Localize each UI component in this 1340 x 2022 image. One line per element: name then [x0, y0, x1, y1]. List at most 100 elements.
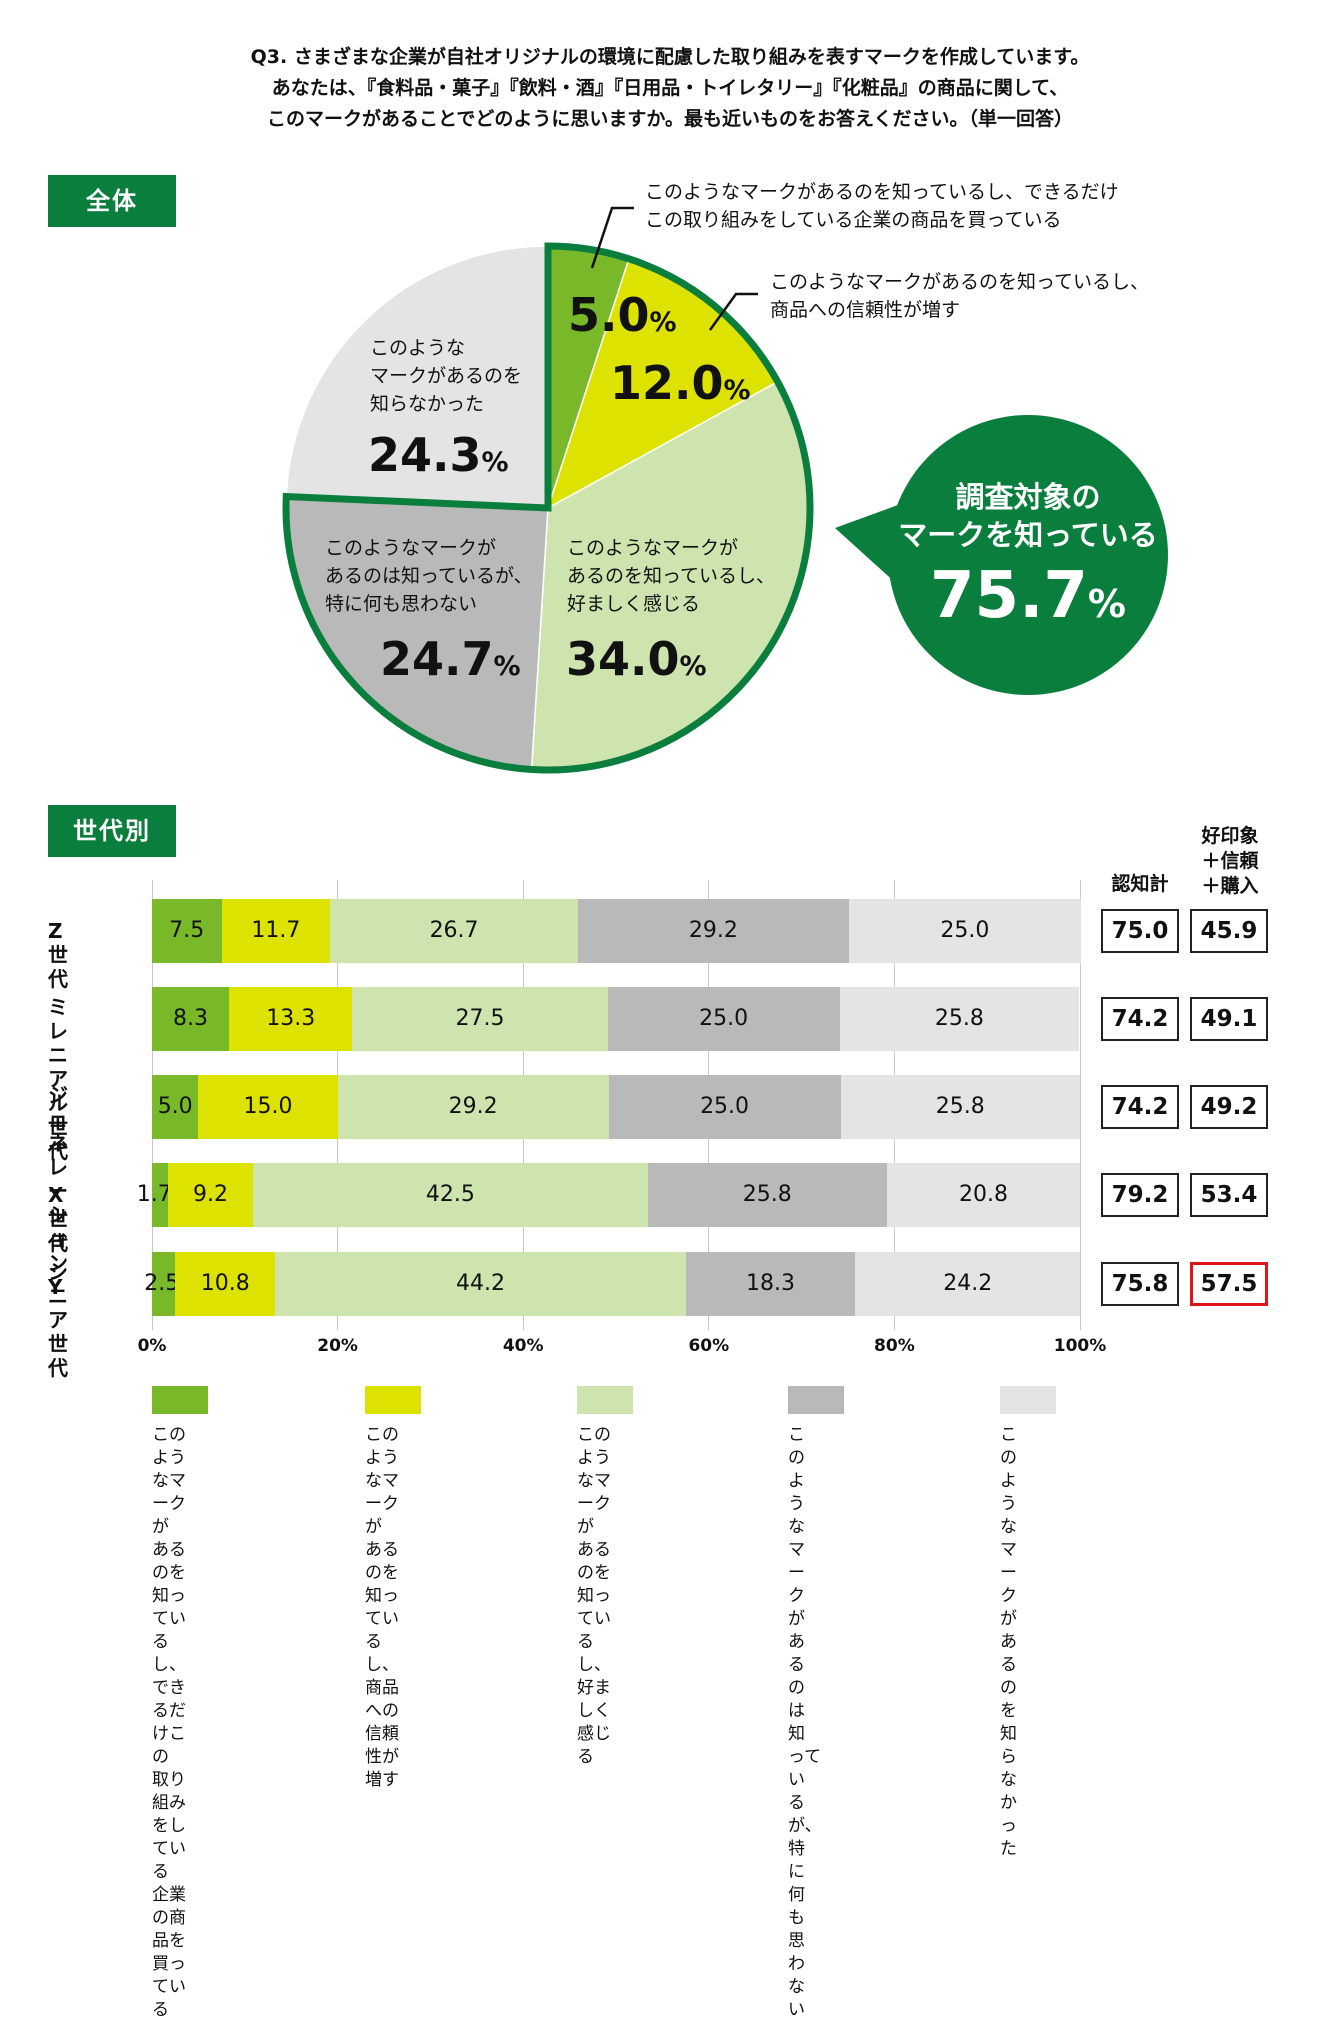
bar-segment-no-thought — [608, 1075, 841, 1139]
row-label: ジェネレー ションY — [48, 1083, 68, 1299]
row-label: ミレニアル 世代 — [48, 995, 68, 1163]
bar-value-label: 15.0 — [243, 1094, 293, 1119]
bar-value-label: 29.2 — [448, 1094, 498, 1119]
bubble-line-2: マークを知っている — [898, 518, 1158, 552]
bar-value-label: 8.3 — [173, 1006, 208, 1031]
positive-total-box: 53.4 — [1190, 1173, 1268, 1217]
label-trust: このようなマークがあるのを知っているし、 商品への信頼性が増す — [770, 271, 1150, 321]
x-tick-label: 100% — [1053, 1336, 1107, 1356]
bar-value-label: 29.2 — [688, 918, 738, 943]
value-trust: 12.0% — [610, 360, 751, 414]
bar-segment-favorable — [275, 1252, 686, 1316]
bar-segment-no-thought — [647, 1163, 887, 1227]
bar-segment-trust — [229, 987, 353, 1051]
awareness-total-box: 79.2 — [1101, 1173, 1179, 1217]
row-label: X世代 — [48, 1183, 68, 1255]
legend-label-favorable: このようなマークが あるのを知っているし、 好ましく感じる — [577, 1425, 611, 1767]
leader-line-trust — [708, 292, 758, 331]
bar-segment-favorable — [352, 987, 608, 1051]
positive-total-box: 57.5 — [1190, 1262, 1268, 1306]
value-favorable-number: 34.0 — [566, 632, 680, 686]
value-no-thought-unit: % — [493, 651, 521, 682]
legend-label-no-thought: このようなマークが あるのは知っているが、 特に何も思わない — [788, 1425, 822, 2020]
bar-segment-favorable — [337, 1075, 609, 1139]
gridline — [1079, 880, 1081, 1330]
bar-value-label: 44.2 — [456, 1271, 505, 1296]
value-buy: 5.0% — [568, 292, 677, 346]
bar-value-label: 13.3 — [266, 1006, 316, 1031]
section-tag-overall: 全体 — [48, 175, 176, 227]
bar-value-label: 5.0 — [157, 1094, 193, 1119]
positive-total-box: 49.2 — [1190, 1085, 1268, 1129]
bar-segment-buy — [152, 1163, 168, 1227]
bar-value-label: 7.5 — [169, 918, 205, 943]
bar-segment-buy — [152, 1075, 199, 1139]
bubble-line-1: 調査対象の — [955, 480, 1101, 514]
legend-swatch-buy — [152, 1386, 208, 1414]
bubble-circle — [888, 415, 1168, 695]
label-no-thought: このようなマークが あるのは知っているが、 特に何も思わない — [325, 537, 533, 615]
section-tag-generation: 世代別 — [48, 805, 176, 857]
bar-value-label: 20.8 — [958, 1182, 1008, 1207]
bar-segment-buy — [152, 899, 222, 963]
bar-value-label: 1.7 — [136, 1182, 172, 1207]
bar-value-label: 10.8 — [200, 1271, 250, 1296]
value-trust-number: 12.0 — [610, 356, 724, 410]
question-line-3: このマークがあることでどのように思いますか。最も近いものをお答えください。（単一… — [267, 108, 1073, 130]
bar-value-label: 25.0 — [699, 1006, 749, 1031]
leader-line-buy — [590, 206, 634, 269]
bar-segment-unaware — [855, 1252, 1080, 1316]
legend-label-unaware: このようなマークが あるのを知らなかった — [1000, 1425, 1017, 1859]
legend-swatch-trust — [365, 1386, 421, 1414]
bar-value-label: 18.3 — [746, 1271, 795, 1296]
value-favorable: 34.0% — [566, 636, 707, 690]
bar-segment-trust — [167, 1163, 254, 1227]
label-unaware: このような マークがあるのを 知らなかった — [370, 337, 523, 415]
awareness-total-box: 75.0 — [1101, 909, 1179, 953]
value-buy-unit: % — [649, 307, 677, 338]
value-no-thought-number: 24.7 — [380, 632, 494, 686]
bar-value-label: 25.8 — [934, 1006, 984, 1031]
x-tick-label: 0% — [137, 1336, 167, 1356]
positive-total-box: 45.9 — [1190, 909, 1268, 953]
bar-value-label: 26.7 — [429, 918, 479, 943]
pie-slice-unaware — [285, 245, 549, 509]
bar-segment-unaware — [848, 899, 1081, 963]
label-buy: このようなマークがあるのを知っているし、できるだけ この取り組みをしている企業の… — [645, 181, 1119, 231]
bar-segment-trust — [175, 1252, 276, 1316]
bubble-value-unit: % — [1087, 582, 1126, 626]
bar-segment-favorable — [253, 1163, 648, 1227]
bar-value-label: 25.0 — [700, 1094, 750, 1119]
bubble-value-number: 75.7 — [930, 559, 1088, 633]
value-no-thought: 24.7% — [380, 636, 521, 690]
value-unaware-number: 24.3 — [368, 428, 482, 482]
bar-value-label: 11.7 — [251, 918, 301, 943]
legend-label-trust: このようなマークが あるのを知っているし、 商品への信頼性が増す — [365, 1425, 399, 1790]
question-line-1: Q3. さまざまな企業が自社オリジナルの環境に配慮した取り組みを表すマークを作成… — [250, 46, 1090, 68]
stacked-bar-plot: 7.5 11.7 26.7 29.2 25.0 8.3 13.3 27.5 25.0 25.8 5.… — [137, 880, 1081, 1330]
bubble-heading: 調査対象の マークを知っている — [888, 478, 1168, 554]
x-tick-label: 40% — [502, 1336, 544, 1356]
legend-swatch-favorable — [577, 1386, 633, 1414]
row-label: Z世代 — [48, 919, 68, 991]
x-tick-label: 60% — [688, 1336, 730, 1356]
legend-swatch-unaware — [1000, 1386, 1056, 1414]
row-label: シニア 世代 — [48, 1260, 68, 1380]
bar-value-label: 24.2 — [943, 1271, 993, 1296]
bar-value-label: 9.2 — [192, 1182, 228, 1207]
value-unaware-unit: % — [481, 447, 509, 478]
bar-segment-buy — [152, 987, 230, 1051]
pie-chart — [282, 206, 1168, 774]
question-line-2: あなたは、『食料品・菓子』『飲料・酒』『日用品・トイレタリー』『化粧品』の商品に… — [271, 77, 1069, 99]
header-awareness: 認知計 — [1111, 873, 1169, 895]
bubble-tail — [835, 505, 898, 585]
label-favorable: このようなマークが あるのを知っているし、 好ましく感じる — [567, 537, 776, 615]
legend-label-buy: このようなマークが あるのを知っているし、 できるだけこの 取り組みをしている … — [152, 1425, 186, 2020]
value-trust-unit: % — [723, 375, 751, 406]
bar-segment-unaware — [840, 1075, 1080, 1139]
bar-segment-no-thought — [577, 899, 849, 963]
bubble-value: 75.7% — [888, 560, 1168, 640]
bar-value-label: 25.0 — [940, 918, 990, 943]
bar-value-label: 27.5 — [455, 1006, 505, 1031]
bar-segment-no-thought — [685, 1252, 856, 1316]
